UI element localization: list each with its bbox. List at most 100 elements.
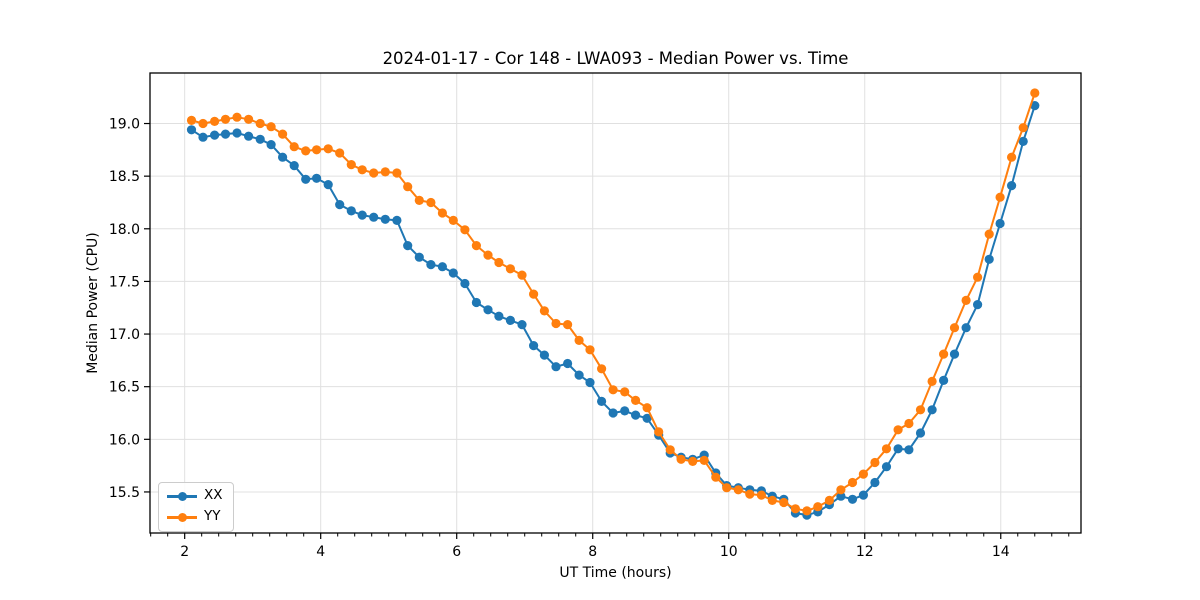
data-point-xx bbox=[961, 323, 971, 333]
y-tick-label: 15.5 bbox=[109, 485, 140, 501]
data-point-yy bbox=[471, 241, 481, 251]
data-point-xx bbox=[597, 396, 607, 406]
data-point-yy bbox=[551, 318, 561, 329]
x-tick-label: 2 bbox=[180, 544, 189, 560]
y-tick-label: 17.5 bbox=[109, 274, 140, 290]
data-point-xx bbox=[1030, 101, 1040, 111]
data-point-yy bbox=[870, 457, 880, 468]
data-point-yy bbox=[984, 229, 994, 239]
data-point-xx bbox=[437, 262, 447, 272]
data-point-xx bbox=[186, 125, 197, 135]
data-point-xx bbox=[346, 206, 356, 216]
axes-spines bbox=[149, 72, 1082, 534]
data-point-xx bbox=[995, 218, 1005, 229]
x-tick-label: 4 bbox=[316, 544, 325, 560]
data-point-yy bbox=[505, 264, 515, 274]
data-point-yy bbox=[312, 145, 322, 155]
data-point-yy bbox=[802, 506, 812, 516]
data-point-xx bbox=[949, 349, 960, 359]
data-point-yy bbox=[973, 272, 983, 282]
data-point-xx bbox=[335, 200, 345, 210]
data-point-xx bbox=[858, 490, 869, 500]
data-point-xx bbox=[517, 320, 527, 330]
tick-labels: 2 4 6 8 10 12 14 15.5 16.0 16.5 17.0 17.5 18.0 18.5 19… bbox=[109, 117, 1010, 560]
data-point-xx bbox=[471, 297, 481, 308]
data-point-xx bbox=[232, 128, 242, 138]
y-tick-label: 19.0 bbox=[109, 117, 140, 133]
data-point-yy bbox=[1030, 88, 1040, 98]
data-point-yy bbox=[335, 148, 345, 158]
data-point-yy bbox=[767, 495, 777, 505]
data-point-xx bbox=[494, 311, 504, 321]
data-point-xx bbox=[631, 410, 641, 420]
data-point-xx bbox=[244, 131, 254, 141]
data-point-xx bbox=[357, 210, 367, 220]
data-point-xx bbox=[539, 350, 550, 360]
data-point-yy bbox=[448, 215, 458, 225]
data-point-yy bbox=[255, 118, 265, 129]
data-point-yy bbox=[210, 116, 220, 126]
data-point-yy bbox=[414, 195, 424, 205]
data-point-xx bbox=[198, 132, 208, 142]
x-tick-label: 6 bbox=[452, 544, 461, 560]
data-point-yy bbox=[244, 114, 254, 124]
data-point-yy bbox=[756, 490, 767, 500]
data-point-yy bbox=[232, 112, 242, 122]
data-point-yy bbox=[266, 122, 276, 132]
y-tick-label: 18.0 bbox=[109, 222, 140, 238]
data-point-xx bbox=[939, 375, 949, 385]
data-point-yy bbox=[529, 289, 539, 299]
data-point-yy bbox=[426, 197, 436, 208]
data-point-xx bbox=[403, 241, 413, 251]
data-point-xx bbox=[563, 358, 573, 369]
data-point-xx bbox=[210, 130, 220, 140]
data-point-xx bbox=[266, 140, 276, 150]
data-point-yy bbox=[961, 295, 971, 305]
data-point-xx bbox=[301, 174, 311, 184]
data-point-xx bbox=[369, 212, 379, 222]
data-point-xx bbox=[893, 444, 903, 454]
data-point-xx bbox=[529, 341, 539, 351]
data-point-xx bbox=[904, 445, 914, 455]
data-point-yy bbox=[676, 454, 686, 464]
x-tick-label: 12 bbox=[856, 544, 874, 560]
data-point-yy bbox=[483, 250, 493, 260]
data-point-xx bbox=[1018, 136, 1028, 146]
x-tick-label: 10 bbox=[720, 544, 738, 560]
data-point-xx bbox=[551, 362, 561, 372]
data-point-xx bbox=[620, 406, 630, 416]
data-point-yy bbox=[824, 495, 835, 505]
data-point-xx bbox=[448, 268, 458, 278]
data-point-xx bbox=[289, 161, 299, 171]
data-point-yy bbox=[563, 320, 573, 330]
data-point-yy bbox=[699, 455, 709, 465]
data-point-xx bbox=[881, 462, 892, 472]
data-point-yy bbox=[949, 323, 960, 333]
legend-item-yy: YY bbox=[167, 508, 223, 526]
data-point-yy bbox=[927, 376, 937, 386]
y-tick-label: 17.0 bbox=[109, 327, 140, 343]
data-point-yy bbox=[733, 485, 743, 495]
data-point-xx bbox=[915, 428, 926, 438]
data-point-xx bbox=[380, 214, 390, 224]
data-point-xx bbox=[984, 254, 994, 264]
legend-label: XX bbox=[204, 487, 223, 504]
data-point-yy bbox=[722, 483, 732, 493]
data-point-yy bbox=[357, 165, 367, 175]
data-point-yy bbox=[836, 485, 846, 495]
data-point-yy bbox=[369, 168, 379, 178]
data-point-yy bbox=[654, 427, 664, 437]
data-point-yy bbox=[392, 168, 402, 178]
data-point-yy bbox=[790, 504, 801, 514]
data-point-yy bbox=[494, 257, 504, 268]
data-point-xx bbox=[608, 408, 618, 418]
data-point-yy bbox=[585, 345, 595, 355]
data-point-yy bbox=[1018, 123, 1028, 133]
data-point-xx bbox=[312, 173, 322, 183]
data-point-yy bbox=[437, 208, 447, 218]
data-point-yy bbox=[631, 395, 641, 405]
data-point-yy bbox=[688, 456, 698, 466]
legend-label: YY bbox=[204, 508, 221, 525]
